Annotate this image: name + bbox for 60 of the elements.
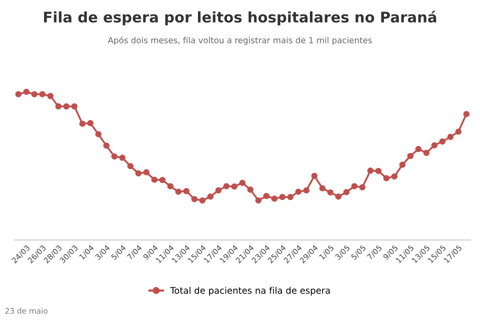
point xyxy=(95,131,102,138)
point xyxy=(399,162,406,168)
point xyxy=(455,128,462,135)
point xyxy=(167,183,174,190)
point xyxy=(47,92,54,100)
point xyxy=(127,162,134,170)
point xyxy=(15,91,22,98)
point xyxy=(463,110,470,118)
legend-label: Total de pacientes na fila de espera xyxy=(170,286,330,296)
chart-subtitle: Após dois meses, fila voltou a registrar mais de 1 mil pacientes xyxy=(108,36,372,45)
point xyxy=(287,194,294,200)
point xyxy=(343,189,350,196)
point xyxy=(295,188,302,195)
chart-title: Fila de espera por leitos hospitalares no Paraná xyxy=(44,10,436,26)
point xyxy=(199,197,206,204)
point xyxy=(383,175,390,182)
point xyxy=(263,192,270,200)
point xyxy=(431,142,438,148)
point xyxy=(87,120,94,126)
point xyxy=(39,91,46,98)
point xyxy=(391,173,398,180)
point xyxy=(143,169,150,176)
point xyxy=(135,170,142,176)
point xyxy=(231,183,238,190)
point xyxy=(239,180,246,186)
point xyxy=(247,186,254,193)
point xyxy=(63,103,70,110)
point xyxy=(23,88,30,95)
point xyxy=(367,168,374,174)
point xyxy=(191,196,198,202)
point xyxy=(55,103,62,110)
point xyxy=(215,187,222,194)
point xyxy=(407,152,414,160)
point xyxy=(271,196,278,202)
point xyxy=(223,183,230,190)
point xyxy=(415,146,422,152)
point xyxy=(351,183,358,190)
point xyxy=(207,193,214,200)
point xyxy=(303,187,310,194)
point xyxy=(327,189,334,196)
point xyxy=(255,197,262,204)
point xyxy=(159,176,166,184)
point xyxy=(423,150,430,156)
point xyxy=(151,176,158,183)
point xyxy=(375,168,382,174)
point xyxy=(359,184,366,190)
point xyxy=(31,91,38,98)
point xyxy=(119,154,126,161)
point xyxy=(183,188,190,194)
point xyxy=(319,185,326,192)
point xyxy=(71,103,78,110)
point xyxy=(79,120,86,127)
point xyxy=(447,134,454,140)
point xyxy=(103,142,110,149)
point xyxy=(279,194,286,200)
point xyxy=(175,188,182,195)
point xyxy=(111,153,118,160)
point xyxy=(335,193,342,200)
point xyxy=(311,172,318,179)
point xyxy=(439,138,446,145)
